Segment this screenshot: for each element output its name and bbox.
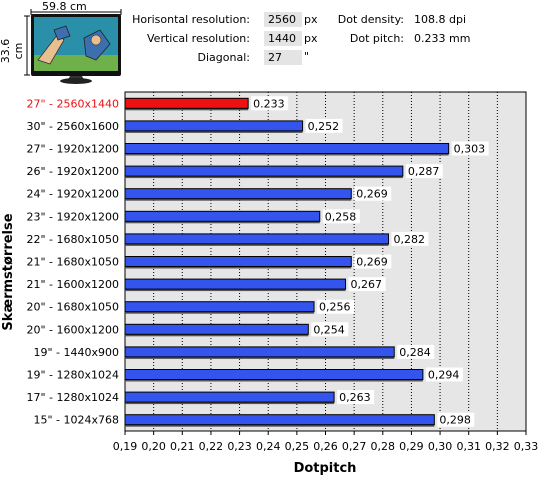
bar <box>124 346 395 358</box>
value-label-bg <box>311 322 349 337</box>
dot-density-value: 108.8 dpi <box>414 13 467 26</box>
x-tick-label: 0,27 <box>342 440 367 453</box>
value-label: 0,256 <box>319 301 351 314</box>
category-label: 20" - 1600x1200 <box>26 323 119 336</box>
bar <box>124 165 404 177</box>
bar <box>124 256 352 267</box>
x-tick-label: 0,22 <box>199 440 224 453</box>
x-tick-label: 0,20 <box>141 440 166 453</box>
value-label-bg <box>391 231 429 246</box>
value-label-bg <box>397 344 435 359</box>
value-label: 0,267 <box>351 278 383 291</box>
x-tick-label: 0,26 <box>313 440 338 453</box>
x-tick-label: 0,30 <box>428 440 453 453</box>
horizontal-resolution-field[interactable]: 2560 <box>264 12 302 27</box>
value-label: 0,254 <box>313 323 345 336</box>
value-label-bg <box>354 186 392 201</box>
category-label: 20" - 1680x1050 <box>26 301 119 314</box>
category-label: 26" - 1920x1200 <box>26 165 119 178</box>
monitor-calculator: 59.8 cm 33.6 cm Horisontal resolution: 2… <box>0 0 541 90</box>
bar <box>124 414 435 426</box>
x-tick-label: 0,33 <box>514 440 539 453</box>
diagonal-field[interactable]: 27 <box>264 50 302 65</box>
vertical-resolution-unit: px <box>304 32 318 45</box>
value-label-bg <box>437 412 475 427</box>
dot-density-label: Dot density: <box>337 13 404 26</box>
x-tick-label: 0,32 <box>485 440 510 453</box>
value-label: 0,269 <box>356 256 388 269</box>
value-label: 0,303 <box>454 143 486 156</box>
x-tick-label: 0,28 <box>371 440 396 453</box>
category-label-highlight: 27" - 2560x1440 <box>26 97 119 110</box>
bar <box>124 188 352 200</box>
bar <box>124 210 321 222</box>
x-axis-title: Dotpitch <box>294 461 357 476</box>
category-label: 17" - 1280x1024 <box>26 391 119 404</box>
bar <box>124 278 347 290</box>
height-readout: 33.6 cm <box>0 38 25 64</box>
value-label: 0,252 <box>308 120 340 133</box>
value-label: 0,258 <box>325 210 357 223</box>
value-label: 0,282 <box>394 233 426 246</box>
vertical-resolution-label: Vertical resolution: <box>147 32 250 45</box>
vertical-resolution-field[interactable]: 1440 <box>264 31 302 46</box>
value-label-bg <box>451 141 489 156</box>
bar <box>124 233 390 245</box>
bar <box>124 143 450 154</box>
category-label: 19" - 1440x900 <box>33 346 119 359</box>
category-label: 23" - 1920x1200 <box>26 210 119 223</box>
category-label: 21" - 1680x1050 <box>26 256 119 269</box>
value-label-bg <box>405 164 443 179</box>
value-label: 0,287 <box>408 165 440 178</box>
x-tick-label: 0,25 <box>285 440 310 453</box>
category-label: 21" - 1600x1200 <box>26 278 119 291</box>
x-tick-label: 0,21 <box>170 440 195 453</box>
category-label: 27" - 1920x1200 <box>26 143 119 156</box>
diagonal-label: Diagonal: <box>197 51 250 64</box>
category-label: 24" - 1920x1200 <box>26 188 119 201</box>
value-label: 0.233 <box>253 97 285 110</box>
width-readout: 59.8 cm <box>42 0 87 13</box>
bar <box>124 323 309 335</box>
value-label: 0,284 <box>399 346 431 359</box>
value-label-bg <box>317 299 355 314</box>
value-label: 0,269 <box>356 188 388 201</box>
value-label: 0,263 <box>339 391 371 404</box>
x-tick-label: 0,19 <box>113 440 138 453</box>
bar <box>124 301 315 313</box>
y-axis-title: Skærmstørrelse <box>1 213 16 330</box>
category-label: 15" - 1024x768 <box>33 414 119 427</box>
value-label: 0,298 <box>439 414 471 427</box>
monitor-illustration <box>24 9 122 84</box>
dotpitch-bar-chart: 0.233 0,252 0,303 0,287 0,269 0,258 0,282 0,269… <box>1 91 539 476</box>
category-label: 19" - 1280x1024 <box>26 369 119 382</box>
x-tick-label: 0,29 <box>399 440 424 453</box>
diagonal-unit: " <box>304 50 310 63</box>
horizontal-resolution-label: Horisontal resolution: <box>132 13 250 26</box>
x-tick-label: 0,23 <box>227 440 252 453</box>
value-label-bg <box>251 96 289 111</box>
bar <box>124 120 304 132</box>
dot-pitch-label: Dot pitch: <box>349 32 404 45</box>
bar-highlight <box>124 97 249 109</box>
monitor-stand <box>60 78 92 84</box>
x-tick-label: 0,24 <box>256 440 281 453</box>
value-label-bg <box>322 209 360 224</box>
dot-pitch-value: 0.233 mm <box>414 32 471 45</box>
value-label-bg <box>348 277 386 292</box>
value-label-bg <box>337 390 375 405</box>
category-label: 30" - 2560x1600 <box>26 120 119 133</box>
value-label-bg <box>425 367 463 382</box>
x-tick-label: 0,31 <box>456 440 481 453</box>
value-label: 0,294 <box>428 369 460 382</box>
value-label-bg <box>305 118 343 133</box>
bar <box>124 369 424 380</box>
horizontal-resolution-unit: px <box>304 13 318 26</box>
category-label: 22" - 1680x1050 <box>26 233 119 246</box>
bar <box>124 391 335 403</box>
value-label-bg <box>354 254 392 269</box>
